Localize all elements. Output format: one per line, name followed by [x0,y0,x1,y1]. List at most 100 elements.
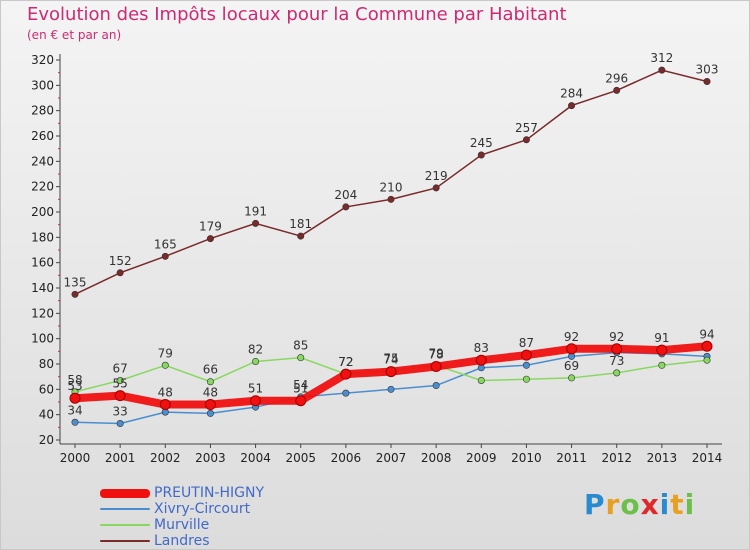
data-point-murville [613,369,621,377]
data-label-landres: 204 [334,188,357,202]
data-label-preutin-higny: 55 [113,377,128,391]
data-label-preutin-higny: 87 [519,336,534,350]
legend-item-preutin-higny: PREUTIN-HIGNY [100,485,264,501]
data-label-preutin-higny: 78 [429,348,444,362]
data-point-landres [252,219,260,227]
data-point-murville [522,375,530,383]
data-label-xivry-circourt: 34 [67,403,82,417]
y-tick-label: 180 [31,230,54,244]
data-point-preutin-higny [340,368,352,380]
y-tick-label: 240 [31,154,54,168]
y-tick-label: 220 [31,180,54,194]
logo-letter: r [605,488,621,521]
data-point-xivry-circourt [522,361,530,369]
data-label-murville: 69 [564,359,579,373]
data-point-landres [432,184,440,192]
x-tick-label: 2013 [647,451,678,465]
y-tick-label: 260 [31,129,54,143]
data-label-preutin-higny: 92 [564,330,579,344]
data-label-preutin-higny: 51 [293,382,308,396]
data-point-xivry-circourt [116,420,124,428]
data-label-murville: 67 [113,361,128,375]
data-label-murville: 79 [429,346,444,360]
x-tick-label: 2014 [692,451,723,465]
data-point-preutin-higny [701,340,713,352]
y-tick-label: 280 [31,104,54,118]
data-label-landres: 181 [289,217,312,231]
x-tick-label: 2006 [331,451,362,465]
legend-item-landres: Landres [100,533,264,549]
logo-letter: i [684,488,696,521]
x-tick-label: 2009 [466,451,497,465]
data-point-murville [297,354,305,362]
data-point-murville [703,356,711,364]
legend-label-xivry-circourt: Xivry-Circourt [154,501,251,517]
chart-subtitle: (en € et par an) [27,28,122,42]
data-label-murville: 72 [338,355,353,369]
data-point-preutin-higny [611,343,623,355]
data-label-landres: 135 [64,275,87,289]
data-label-landres: 191 [244,204,267,218]
x-tick-label: 2011 [556,451,587,465]
data-point-landres [161,252,169,260]
y-tick-label: 40 [39,408,54,422]
legend-item-murville: Murville [100,517,264,533]
x-tick-label: 2003 [195,451,226,465]
y-tick-label: 160 [31,256,54,270]
data-point-murville [252,357,260,365]
legend-item-xivry-circourt: Xivry-Circourt [100,501,264,517]
data-point-preutin-higny [114,390,126,402]
legend-label-preutin-higny: PREUTIN-HIGNY [154,485,264,501]
y-tick-label: 80 [39,357,54,371]
data-label-landres: 179 [199,220,222,234]
x-tick-label: 2007 [376,451,407,465]
data-label-landres: 257 [515,121,538,135]
y-tick-label: 20 [39,433,54,447]
data-point-murville [568,374,576,382]
data-point-murville [161,361,169,369]
proxiti-logo: Proxiti [584,488,695,521]
chart-title: Evolution des Impôts locaux pour la Comm… [27,4,567,25]
data-point-preutin-higny [566,343,578,355]
data-point-murville [658,361,666,369]
logo-letter: x [640,488,660,521]
data-point-preutin-higny [250,395,262,407]
data-label-murville: 66 [203,363,218,377]
data-label-murville: 58 [67,373,82,387]
data-point-preutin-higny [385,366,397,378]
data-label-landres: 284 [560,87,583,101]
data-label-murville: 79 [158,346,173,360]
logo-letter: i [659,488,671,521]
data-label-landres: 165 [154,237,177,251]
data-point-landres [568,102,576,110]
data-label-preutin-higny: 48 [203,386,218,400]
x-tick-label: 2004 [240,451,271,465]
data-point-landres [477,151,485,159]
legend-label-murville: Murville [154,517,210,533]
data-point-xivry-circourt [206,409,214,417]
data-point-landres [206,235,214,243]
data-label-murville: 82 [248,342,263,356]
data-label-preutin-higny: 51 [248,382,263,396]
data-point-preutin-higny [475,354,487,366]
data-point-preutin-higny [204,399,216,411]
data-point-xivry-circourt [432,382,440,390]
data-point-xivry-circourt [71,418,79,426]
data-point-murville [477,376,485,384]
data-label-murville: 73 [609,354,624,368]
data-label-preutin-higny: 53 [67,379,82,393]
data-point-landres [116,269,124,277]
legend-label-landres: Landres [154,533,210,549]
x-tick-label: 2012 [601,451,632,465]
data-point-xivry-circourt [342,389,350,397]
data-point-landres [342,203,350,211]
data-point-landres [71,290,79,298]
y-tick-label: 320 [31,53,54,67]
data-label-xivry-circourt: 33 [113,405,128,419]
x-tick-label: 2008 [421,451,452,465]
logo-letter: o [620,488,641,521]
x-tick-label: 2005 [285,451,316,465]
data-point-murville [206,378,214,386]
